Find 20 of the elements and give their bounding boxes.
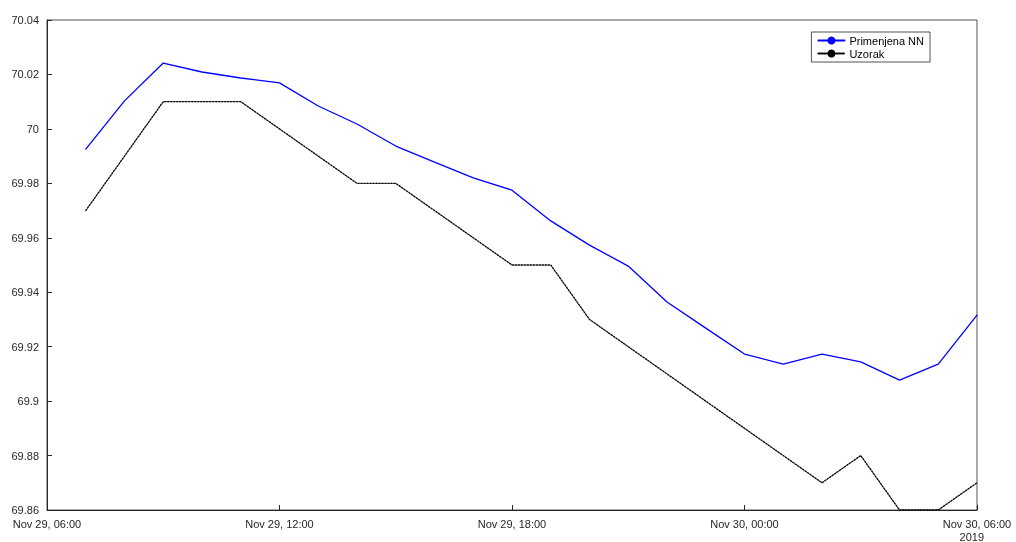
y-tick-label: 70.02 xyxy=(11,68,39,81)
x-tick-label: Nov 30, 00:00 xyxy=(710,517,779,530)
y-tick-label: 70 xyxy=(26,122,39,135)
y-tick-label: 69.96 xyxy=(11,231,39,244)
y-tick-label: 69.92 xyxy=(11,340,39,353)
line-series xyxy=(85,101,978,511)
line-series xyxy=(85,62,978,381)
x-tick-label: Nov 30, 06:00 xyxy=(942,517,1012,530)
y-tick-label: 69.9 xyxy=(17,395,39,408)
y-tick-label: 69.94 xyxy=(11,286,39,299)
x-tick-label: Nov 29, 12:00 xyxy=(245,517,314,530)
y-tick-label: 70.04 xyxy=(11,14,39,26)
x-tick-label: Nov 29, 18:00 xyxy=(477,517,547,530)
text: 2019 xyxy=(959,530,985,542)
y-tick-label: 69.98 xyxy=(11,177,39,190)
legend-label: Uzorak xyxy=(849,47,885,60)
legend-label: Primenjena NN xyxy=(849,34,925,47)
x-tick-label: Nov 29, 06:00 xyxy=(12,517,82,530)
y-tick-label: 69.86 xyxy=(11,504,39,516)
y-tick-label: 69.88 xyxy=(11,449,39,462)
